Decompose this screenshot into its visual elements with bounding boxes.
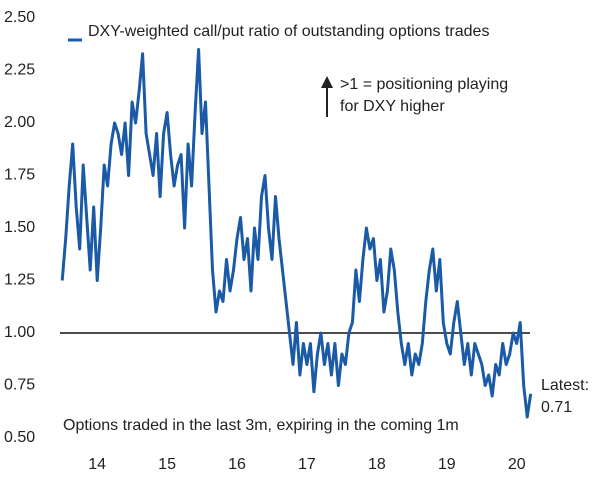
- y-tick-label: 1.25: [4, 272, 35, 289]
- y-tick-label: 1.50: [4, 219, 35, 236]
- x-tick-label: 15: [158, 456, 176, 473]
- latest-label: Latest:: [541, 377, 590, 394]
- x-tick-label: 20: [508, 456, 526, 473]
- x-tick-label: 17: [298, 456, 316, 473]
- x-tick-label: 14: [88, 456, 106, 473]
- footnote: Options traded in the last 3m, expiring …: [63, 417, 459, 434]
- series-line: [60, 48, 533, 419]
- y-tick-label: 2.50: [4, 9, 35, 26]
- y-tick-label: 0.75: [4, 377, 35, 394]
- x-tick-label: 16: [228, 456, 246, 473]
- y-tick-label: 1.75: [4, 167, 35, 184]
- y-tick-label: 0.50: [4, 429, 35, 446]
- y-tick-label: 1.00: [4, 324, 35, 341]
- x-tick-label: 19: [438, 456, 456, 473]
- latest-value: 0.71: [541, 399, 573, 416]
- y-tick-label: 2.00: [4, 114, 35, 131]
- annotation: >1 = positioning playing for DXY higher: [340, 76, 509, 115]
- arrow-head: [321, 76, 333, 88]
- x-tick-label: 18: [368, 456, 386, 473]
- y-tick-label: 2.25: [4, 62, 35, 79]
- legend-text: DXY-weighted call/put ratio of outstandi…: [88, 23, 490, 40]
